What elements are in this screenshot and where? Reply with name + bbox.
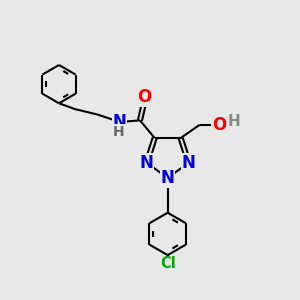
Text: H: H	[113, 125, 125, 139]
Text: O: O	[212, 116, 226, 134]
Text: O: O	[137, 88, 152, 106]
Text: H: H	[227, 114, 240, 129]
Text: N: N	[161, 169, 175, 187]
Text: Cl: Cl	[160, 256, 176, 272]
Text: N: N	[182, 154, 196, 172]
Text: N: N	[112, 113, 126, 131]
Text: N: N	[140, 154, 154, 172]
